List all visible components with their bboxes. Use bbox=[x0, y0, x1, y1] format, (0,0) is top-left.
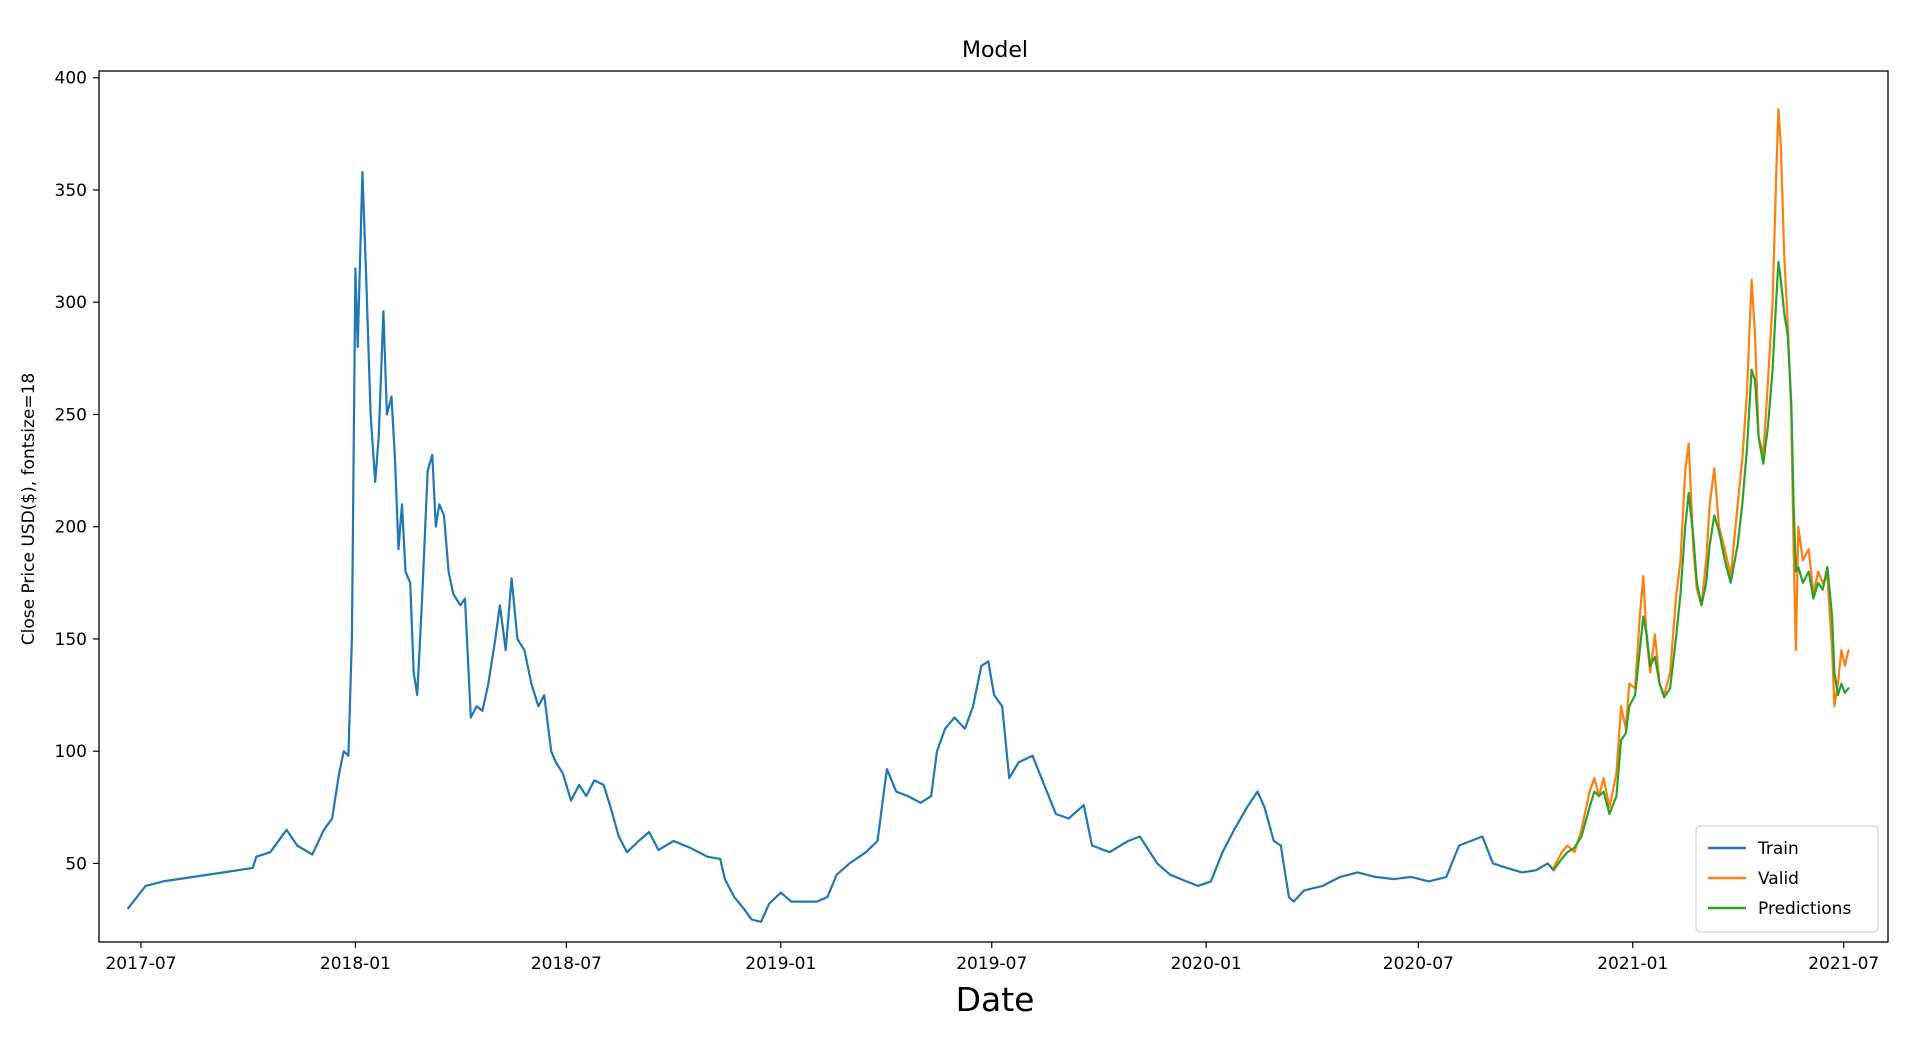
x-tick-label: 2020-01 bbox=[1171, 954, 1242, 974]
y-tick-label: 400 bbox=[55, 69, 87, 89]
legend-label: Predictions bbox=[1758, 899, 1851, 919]
x-tick-label: 2017-07 bbox=[105, 954, 176, 974]
series-line-predictions bbox=[1552, 260, 1850, 872]
y-tick-label: 350 bbox=[55, 181, 87, 201]
series-group bbox=[127, 108, 1850, 923]
x-axis-label: Date bbox=[956, 980, 1035, 1019]
x-tick-label: 2019-01 bbox=[745, 954, 816, 974]
series-line-valid bbox=[1552, 108, 1850, 870]
legend-label: Valid bbox=[1758, 869, 1799, 889]
y-axis-label: Close Price USD($), fontsize=18 bbox=[19, 373, 39, 645]
x-tick-group: 2017-07 2018-01 2018-07 2019-01 2019-07 2020-… bbox=[105, 942, 1879, 974]
chart-title: Model bbox=[962, 38, 1028, 63]
x-tick-label: 2020-07 bbox=[1383, 954, 1454, 974]
legend: Train Valid Predictions bbox=[1695, 825, 1879, 933]
plot-frame bbox=[98, 70, 1889, 943]
y-tick-label: 250 bbox=[55, 405, 87, 425]
x-tick-label: 2018-07 bbox=[531, 954, 602, 974]
y-tick-group: 50 100 150 200 250 300 350 400 bbox=[55, 69, 99, 874]
x-tick-label: 2021-01 bbox=[1597, 954, 1668, 974]
series-line-train bbox=[127, 170, 1555, 923]
legend-label: Train bbox=[1757, 839, 1799, 859]
y-tick-label: 100 bbox=[55, 742, 87, 762]
x-tick-label: 2019-07 bbox=[956, 954, 1027, 974]
x-tick-label: 2018-01 bbox=[320, 954, 391, 974]
y-tick-label: 300 bbox=[55, 293, 87, 313]
y-tick-label: 200 bbox=[55, 518, 87, 538]
legend-box bbox=[1695, 825, 1879, 933]
x-tick-label: 2021-07 bbox=[1808, 954, 1879, 974]
y-tick-label: 150 bbox=[55, 630, 87, 650]
y-tick-label: 50 bbox=[65, 854, 87, 874]
